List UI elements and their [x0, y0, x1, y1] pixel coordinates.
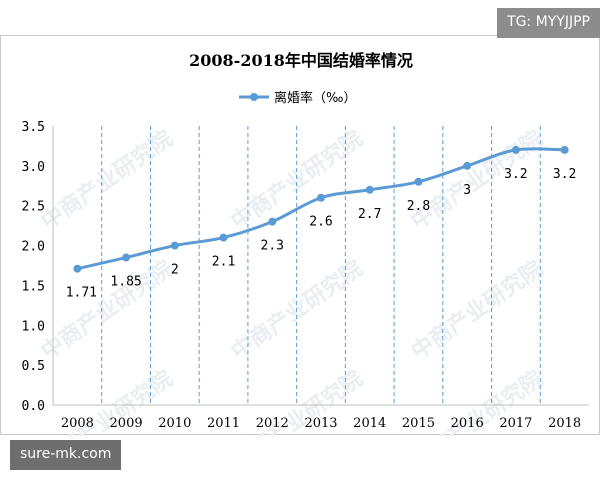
data-label: 2.8: [407, 199, 430, 214]
x-tick-label: 2017: [499, 416, 532, 431]
watermark-text: 中商产业研究院: [36, 365, 177, 436]
channel-tag: TG: MYYJJPP: [497, 8, 600, 38]
x-tick-label: 2016: [451, 416, 484, 431]
y-tick-label: 0.5: [22, 359, 45, 374]
chart-title: 2008-2018年中国结婚率情况: [189, 51, 413, 70]
data-label: 3: [463, 183, 471, 198]
x-tick-label: 2010: [158, 416, 191, 431]
x-tick-label: 2012: [256, 416, 289, 431]
data-point: [73, 264, 82, 273]
data-label: 2.3: [261, 239, 284, 254]
data-point: [414, 177, 423, 186]
x-tick-label: 2014: [353, 416, 386, 431]
data-point: [365, 185, 374, 194]
legend-marker: [250, 93, 258, 101]
data-label: 3.2: [504, 167, 527, 182]
watermark-text: 中商产业研究院: [36, 125, 177, 235]
x-axis-ticks: 2008 2009 2010 2011 2012 2013 2014 2015 2016 2017…: [61, 416, 581, 431]
data-label: 3.2: [553, 167, 576, 182]
legend-label: 离婚率（‰）: [274, 90, 356, 106]
data-point: [511, 145, 520, 154]
series-layer: [73, 145, 569, 273]
y-tick-label: 2.5: [22, 200, 45, 215]
y-tick-label: 3.0: [22, 160, 45, 175]
data-label: 1.85: [110, 275, 141, 290]
watermark-text: 中商产业研究院: [36, 255, 177, 365]
data-point: [560, 145, 569, 154]
y-tick-label: 1.5: [22, 279, 45, 294]
x-tick-label: 2018: [548, 416, 581, 431]
data-labels: 1.71 1.85 2 2.1 2.3 2.6 2.7 2.8 3 3.2 3.2: [66, 167, 577, 301]
y-axis-ticks: 0.0 0.5 1.0 1.5 2.0 2.5 3.0 3.5: [22, 120, 45, 414]
data-point: [219, 233, 228, 242]
data-label: 2: [171, 263, 179, 278]
data-point: [268, 217, 277, 226]
x-tick-label: 2009: [110, 416, 143, 431]
x-tick-label: 2013: [304, 416, 337, 431]
y-tick-label: 3.5: [22, 120, 45, 135]
data-point: [463, 161, 472, 170]
data-point: [317, 193, 325, 202]
data-label: 2.6: [309, 215, 332, 230]
x-tick-label: 2008: [61, 416, 94, 431]
x-tick-label: 2011: [207, 416, 240, 431]
data-label: 1.71: [66, 286, 97, 301]
y-tick-label: 2.0: [22, 240, 45, 255]
y-tick-label: 1.0: [22, 319, 45, 334]
x-tick-label: 2015: [402, 416, 435, 431]
data-label: 2.1: [212, 255, 235, 270]
chart-frame: 中商产业研究院 中商产业研究院 中商产业研究院 中商产业研究院 中商产业研究院 中商产业研…: [0, 35, 600, 436]
data-label: 2.7: [358, 207, 381, 222]
legend: 离婚率（‰）: [239, 90, 356, 106]
grid-lines: [52, 126, 589, 406]
watermark-text: 中商产业研究院: [406, 255, 547, 365]
data-point: [170, 241, 179, 250]
y-tick-label: 0.0: [22, 399, 45, 414]
site-tag: sure-mk.com: [10, 440, 122, 470]
data-point: [122, 253, 131, 262]
